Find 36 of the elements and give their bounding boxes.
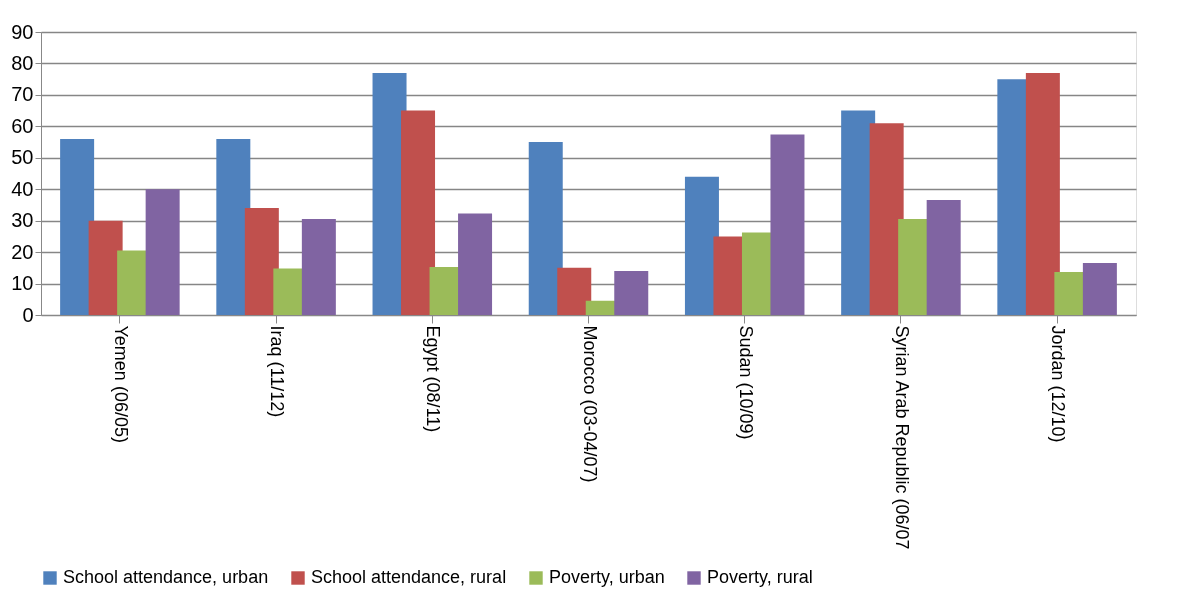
y-tick-label: 40 — [11, 177, 34, 200]
legend-label: Poverty, rural — [707, 567, 813, 587]
bar — [614, 270, 649, 315]
bar — [869, 123, 904, 315]
bar — [926, 199, 961, 315]
x-tick-label: Sudan (10/09) — [735, 325, 756, 440]
bar — [1025, 72, 1060, 315]
y-tick-label: 10 — [11, 272, 34, 295]
y-tick-label: 0 — [22, 303, 34, 326]
bar — [1082, 263, 1117, 315]
bar — [770, 134, 805, 315]
x-tick-label: Iraq (11/12) — [267, 325, 288, 418]
x-tick-label: Syrian Arab Republic (06/07 — [891, 325, 912, 550]
legend-label: School attendance, urban — [63, 567, 269, 587]
y-tick-label: 80 — [11, 51, 34, 74]
bar — [528, 142, 563, 315]
bar — [216, 138, 251, 315]
x-tick-label: Yemen (06/05) — [110, 325, 131, 443]
bar — [557, 267, 592, 315]
y-tick-label: 90 — [11, 20, 34, 43]
x-tick-label: Morocco (03-04/07) — [579, 325, 600, 483]
y-tick-label: 20 — [11, 240, 34, 263]
legend-label: Poverty, urban — [549, 567, 665, 587]
y-tick-label: 30 — [11, 209, 34, 232]
y-tick-label: 70 — [11, 83, 34, 106]
x-tick-label: Jordan (12/10) — [1048, 325, 1069, 443]
y-tick-label: 50 — [11, 146, 34, 169]
x-tick-label: Egypt (08/11) — [423, 325, 444, 433]
bar — [301, 219, 336, 315]
bar — [244, 208, 279, 315]
bar — [145, 189, 180, 315]
bar — [60, 138, 95, 315]
bar — [401, 110, 436, 315]
legend-label: School attendance, rural — [311, 567, 507, 587]
bar — [458, 213, 493, 315]
y-tick-label: 60 — [11, 114, 34, 137]
